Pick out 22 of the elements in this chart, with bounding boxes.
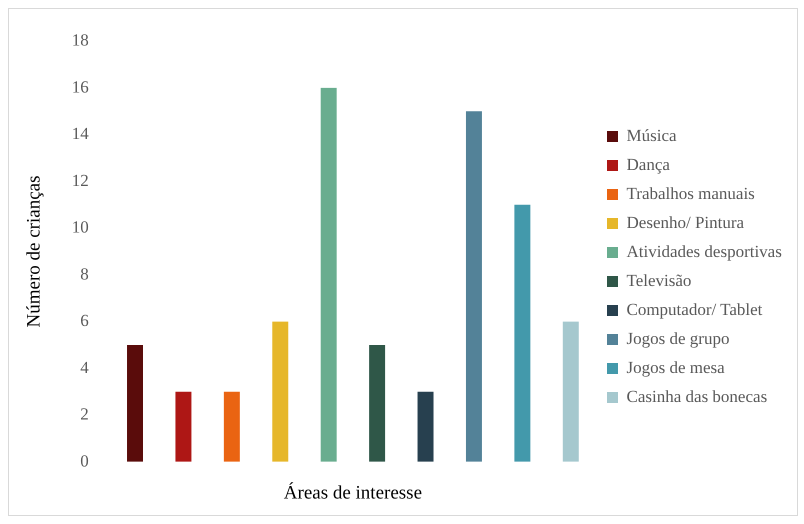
legend-label: Dança	[626, 154, 670, 174]
y-tick-label: 16	[72, 77, 89, 96]
y-tick-label: 18	[72, 30, 89, 50]
y-tick-label: 10	[72, 218, 89, 237]
y-tick-label: 12	[72, 170, 89, 190]
legend-label: Atividades desportivas	[626, 242, 782, 261]
y-tick-label: 2	[80, 404, 89, 424]
legend-label: Casinha das bonecas	[626, 386, 768, 406]
x-axis-title: Áreas de interesse	[284, 482, 422, 504]
legend-label: Televisão	[626, 270, 692, 290]
y-tick-label: 14	[72, 124, 90, 144]
y-axis-title: Número de crianças	[23, 176, 44, 328]
legend-label: Computador/ Tablet	[626, 300, 763, 319]
y-tick-label: 0	[80, 451, 89, 470]
legend-label: Trabalhos manuais	[626, 184, 755, 203]
y-tick-label: 8	[80, 264, 89, 284]
legend-label: Desenho/ Pintura	[626, 212, 745, 232]
y-tick-label: 4	[80, 358, 90, 377]
legend-label: Música	[626, 126, 677, 145]
legend-label: Jogos de mesa	[626, 358, 726, 377]
y-tick-label: 6	[80, 311, 89, 330]
legend-label: Jogos de grupo	[626, 328, 730, 348]
